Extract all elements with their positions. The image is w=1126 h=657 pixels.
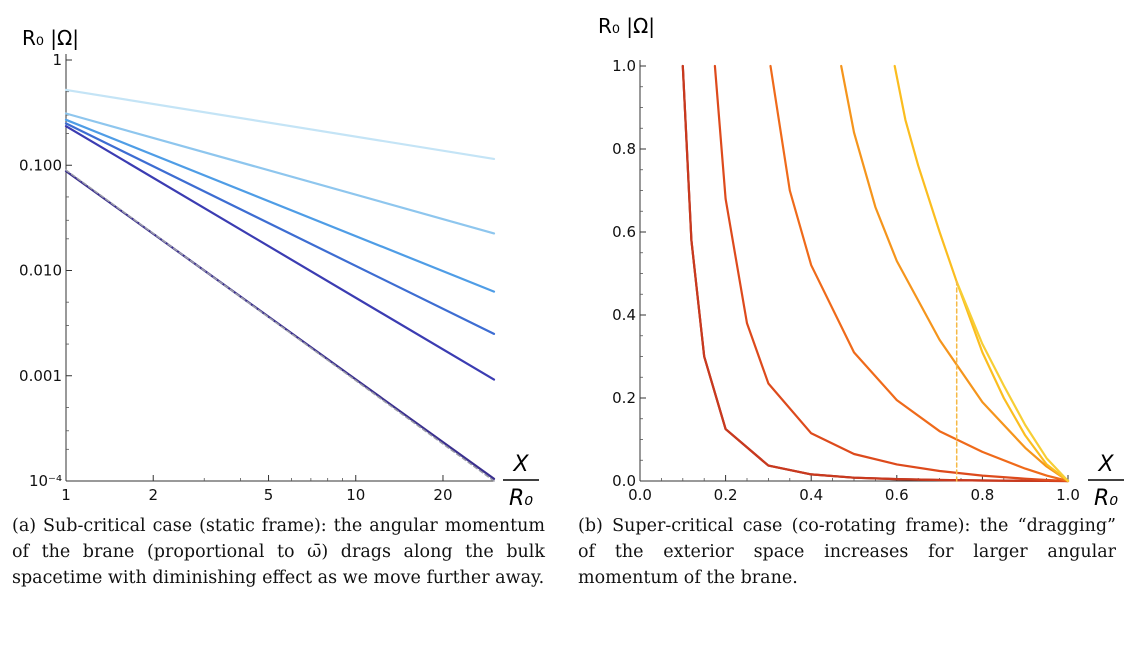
x-tick-label: 1.0: [1056, 486, 1080, 504]
series-line-0: [64, 88, 496, 160]
x-tick-label: 0.8: [970, 486, 994, 504]
y-tick-label: 1.0: [612, 57, 636, 75]
y-axis-label: R₀ |Ω|: [598, 14, 655, 38]
series-line-1: [681, 64, 1070, 483]
panel-a-chart: 1 2 5 10 20 1 0.100 0.010 0.001 10⁻⁴ R₀ |Ω| X R₀: [19, 26, 539, 511]
series-line-4: [64, 125, 496, 381]
y-tick-label: 0.2: [612, 389, 636, 407]
x-axis-label-denominator: R₀: [509, 486, 533, 511]
y-tick-label: 10⁻⁴: [29, 472, 62, 490]
y-tick-label: 0.0: [612, 472, 636, 490]
y-tick-label: 0.100: [19, 156, 62, 174]
series-line-2: [64, 118, 496, 293]
y-axis-label: R₀ |Ω|: [22, 26, 79, 50]
x-tick-label: 5: [264, 486, 274, 504]
series-line-2: [713, 64, 1070, 483]
x-axis-label-denominator: R₀: [1094, 486, 1118, 511]
series-line-3: [769, 64, 1070, 483]
x-tick-label: 20: [433, 486, 452, 504]
x-tick-label: 0.4: [799, 486, 823, 504]
series-line-3: [64, 122, 496, 335]
caption-b: (b) Super-critical case (co-rotating fra…: [578, 516, 1116, 588]
x-tick-label: 0.0: [628, 486, 652, 504]
x-tick-label: 2: [148, 486, 158, 504]
x-tick-label: 0.2: [714, 486, 738, 504]
x-axis-label-numerator: X: [512, 452, 529, 477]
y-tick-label: 0.010: [19, 262, 62, 280]
y-tick-label: 1: [52, 51, 62, 69]
x-tick-label: 0.6: [885, 486, 909, 504]
series-line-6: [65, 169, 495, 482]
series-line-5: [893, 64, 1070, 483]
x-tick-label: 10: [346, 486, 365, 504]
y-tick-label: 0.001: [19, 367, 62, 385]
y-tick-label: 0.6: [612, 223, 636, 241]
series-line-6: [955, 280, 1070, 483]
series-line-0: [681, 64, 1070, 483]
caption-a: (a) Sub-critical case (static frame): th…: [12, 516, 545, 588]
x-axis-label-numerator: X: [1097, 452, 1114, 477]
series-line-4: [840, 64, 1070, 483]
x-tick-label: 1: [61, 486, 71, 504]
y-tick-label: 0.8: [612, 140, 636, 158]
y-tick-label: 0.4: [612, 306, 636, 324]
series-line-1: [64, 112, 496, 235]
panel-b-chart: 0.0 0.2 0.4 0.6 0.8 1.0 0.0 0.2 0.4 0.6 0.8 1.0 R₀ |…: [598, 14, 1124, 511]
